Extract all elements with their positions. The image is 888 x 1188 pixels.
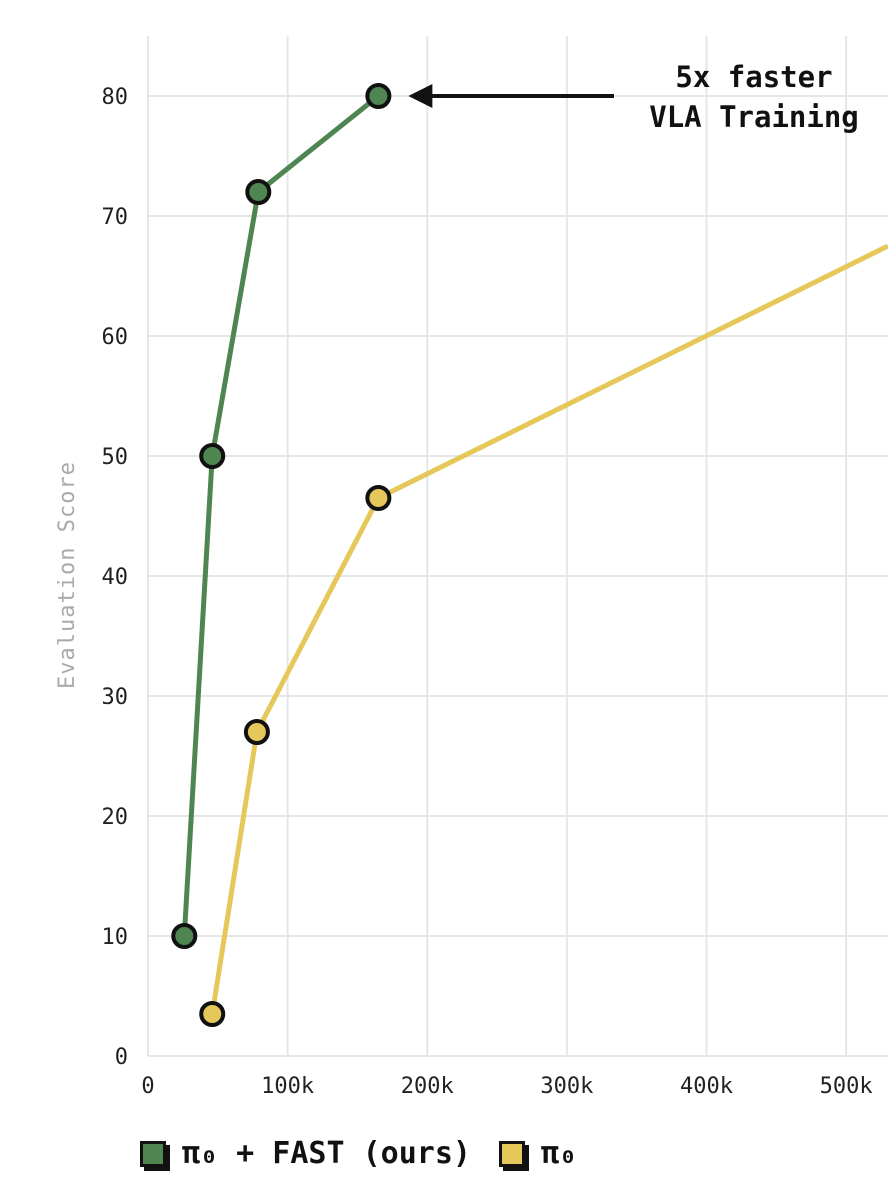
legend-item-fast: π₀ + FAST (ours) <box>140 1136 471 1171</box>
x-axis-ticks: 0 100k 200k 300k 400k 500k <box>141 1074 872 1099</box>
legend-label-fast: π₀ + FAST (ours) <box>182 1136 471 1171</box>
y-tick-label-50: 50 <box>102 445 129 470</box>
data-point-0-2 <box>245 179 272 205</box>
y-tick-label-70: 70 <box>102 205 129 230</box>
legend-swatch-pi0 <box>498 1140 525 1167</box>
y-tick-label-0: 0 <box>115 1045 128 1070</box>
y-tick-label-10: 10 <box>102 925 129 950</box>
legend: π₀ + FAST (ours) π₀ <box>140 1136 605 1171</box>
data-point-0-1 <box>199 443 226 469</box>
y-axis-ticks: 0 10 20 30 40 50 60 70 80 <box>102 85 129 1070</box>
y-tick-label-30: 30 <box>102 685 129 710</box>
y-tick-label-60: 60 <box>102 325 129 350</box>
y-tick-label-20: 20 <box>102 805 129 830</box>
x-tick-label-2: 200k <box>401 1074 454 1099</box>
grid-lines <box>147 36 888 1057</box>
annotation-text-line-0: 5x faster <box>675 60 832 94</box>
legend-label-pi0: π₀ <box>540 1136 578 1171</box>
data-point-1-0 <box>199 1001 226 1027</box>
annotation-arrowhead <box>408 84 433 108</box>
legend-item-pi0: π₀ <box>498 1136 578 1171</box>
x-tick-label-1: 100k <box>261 1074 314 1099</box>
annotation: 5x faster VLA Training <box>408 60 859 134</box>
x-tick-label-3: 300k <box>540 1074 593 1099</box>
annotation-text-line-1: VLA Training <box>649 100 859 134</box>
series-line-0 <box>181 94 380 937</box>
x-tick-label-5: 500k <box>820 1074 873 1099</box>
data-point-0-3 <box>365 83 392 109</box>
x-tick-label-4: 400k <box>680 1074 733 1099</box>
data-series <box>171 83 888 1027</box>
data-point-1-1 <box>243 719 270 745</box>
y-tick-label-80: 80 <box>102 85 129 110</box>
y-axis-label: Evaluation Score <box>55 461 80 689</box>
data-point-1-2 <box>365 485 392 511</box>
y-tick-label-40: 40 <box>102 565 129 590</box>
legend-swatch-fast <box>140 1140 166 1167</box>
x-tick-label-0: 0 <box>141 1074 154 1099</box>
data-point-0-0 <box>171 923 198 949</box>
series-line-1 <box>209 243 888 1015</box>
